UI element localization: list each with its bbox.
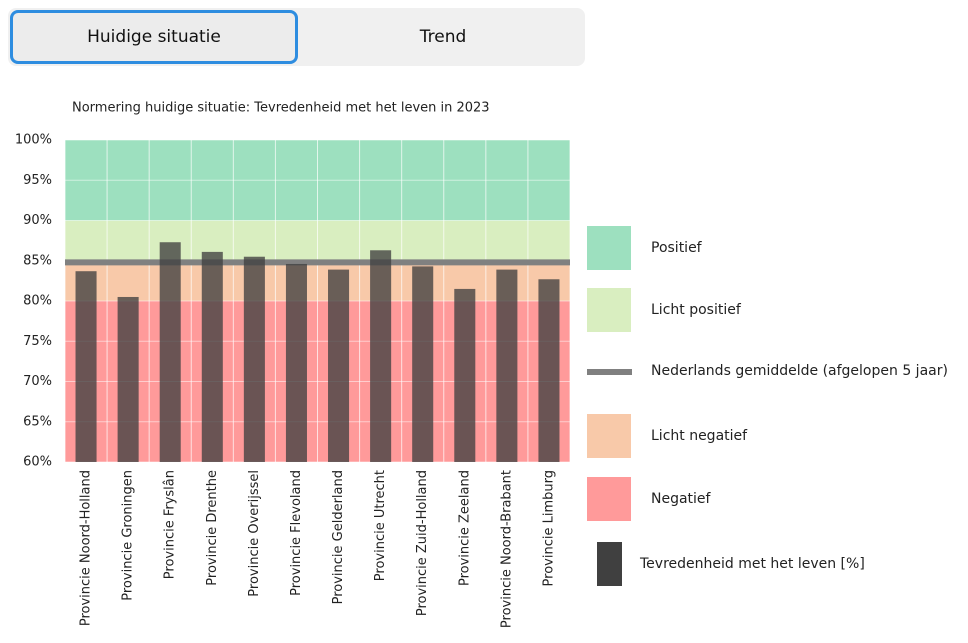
x-tick-label: Provincie Zeeland bbox=[457, 470, 472, 586]
x-tick-label: Provincie Flevoland bbox=[289, 470, 304, 596]
bar bbox=[454, 288, 476, 462]
bar bbox=[496, 269, 518, 462]
x-tick-label: Provincie Limburg bbox=[541, 470, 556, 586]
chart-title: Normering huidige situatie: Tevredenheid… bbox=[72, 101, 490, 116]
bar bbox=[538, 279, 560, 462]
legend-label: Licht positief bbox=[651, 302, 742, 318]
x-tick-label: Provincie Groningen bbox=[121, 470, 136, 601]
legend-label: Positief bbox=[651, 240, 703, 256]
tab-bar: Huidige situatie Trend bbox=[8, 8, 585, 66]
legend-swatch bbox=[587, 414, 631, 458]
y-tick-label: 100% bbox=[15, 133, 52, 148]
tab[interactable]: Huidige situatie bbox=[10, 10, 298, 64]
legend-swatch bbox=[587, 288, 631, 332]
legend-label: Negatief bbox=[651, 491, 712, 507]
y-tick-label: 80% bbox=[23, 294, 52, 309]
bar bbox=[117, 296, 139, 462]
legend-swatch bbox=[587, 477, 631, 521]
bar bbox=[159, 242, 181, 462]
y-tick-label: 75% bbox=[23, 334, 52, 349]
y-tick-label: 90% bbox=[23, 213, 52, 228]
y-tick-label: 65% bbox=[23, 414, 52, 429]
bar bbox=[328, 269, 350, 462]
x-tick-label: Provincie Drenthe bbox=[205, 470, 220, 586]
bar bbox=[370, 250, 392, 462]
bar bbox=[285, 263, 307, 462]
tab[interactable]: Trend bbox=[419, 27, 467, 47]
legend-label: Licht negatief bbox=[651, 428, 748, 444]
x-tick-label: Provincie Fryslân bbox=[163, 470, 178, 579]
x-tick-label: Provincie Gelderland bbox=[331, 470, 346, 604]
legend-swatch bbox=[597, 542, 622, 586]
y-tick-label: 70% bbox=[23, 374, 52, 389]
y-tick-label: 85% bbox=[23, 253, 52, 268]
bar bbox=[201, 251, 223, 462]
legend-label: Tevredenheid met het leven [%] bbox=[639, 556, 865, 572]
x-tick-label: Provincie Utrecht bbox=[373, 470, 388, 581]
y-tick-label: 60% bbox=[23, 455, 52, 470]
legend-swatch bbox=[587, 226, 631, 270]
bar bbox=[412, 266, 434, 462]
x-tick-label: Provincie Noord-Holland bbox=[79, 470, 94, 626]
x-tick-label: Provincie Overijssel bbox=[247, 470, 262, 597]
bar bbox=[75, 271, 97, 462]
bar bbox=[243, 256, 265, 462]
y-tick-label: 95% bbox=[23, 173, 52, 188]
x-tick-label: Provincie Noord-Brabant bbox=[499, 470, 514, 628]
x-tick-label: Provincie Zuid-Holland bbox=[415, 470, 430, 616]
legend-label: Nederlands gemiddelde (afgelopen 5 jaar) bbox=[651, 363, 948, 379]
